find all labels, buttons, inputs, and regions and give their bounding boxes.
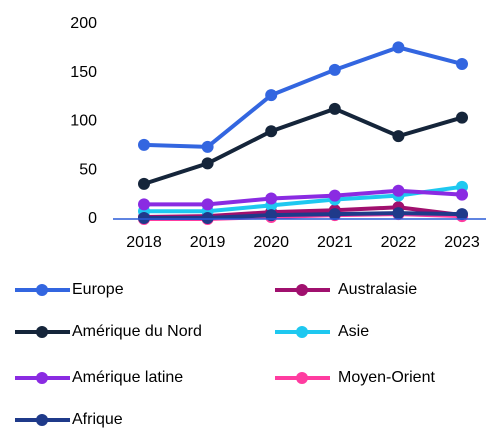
point: [328, 63, 341, 76]
point: [392, 41, 405, 54]
legend-label: Amérique latine: [72, 369, 183, 386]
legend-label: Europe: [72, 281, 124, 298]
point: [138, 212, 150, 225]
legend-marker: [36, 326, 48, 338]
point: [456, 208, 468, 221]
x-tick-label: 2023: [444, 234, 480, 251]
point: [265, 125, 278, 138]
point: [201, 140, 214, 153]
point: [201, 198, 214, 211]
legend-label: Amérique du Nord: [72, 323, 202, 340]
x-tick-label: 2022: [381, 234, 417, 251]
point: [201, 212, 214, 225]
legend-marker: [36, 284, 48, 296]
point: [456, 111, 468, 124]
y-tick-label: 100: [70, 113, 97, 130]
point: [201, 157, 214, 170]
legend-label: Asie: [338, 323, 369, 340]
y-tick-label: 50: [79, 161, 97, 178]
legend-marker: [36, 414, 48, 426]
series-line: [144, 188, 463, 207]
y-tick-label: 200: [70, 15, 97, 32]
point: [328, 102, 341, 115]
point: [392, 207, 405, 220]
x-tick-label: 2020: [253, 234, 289, 251]
legend-marker: [296, 326, 308, 338]
legend-marker: [296, 284, 308, 296]
series-line: [143, 45, 463, 149]
y-tick-label: 150: [70, 64, 97, 81]
point: [392, 184, 405, 197]
point: [328, 208, 341, 221]
legend-label: Moyen-Orient: [338, 369, 435, 386]
point: [392, 130, 405, 143]
point: [265, 89, 278, 102]
point: [265, 192, 278, 205]
series-line: [143, 106, 463, 186]
legend-marker: [36, 372, 48, 384]
point: [456, 188, 468, 201]
legend-marker: [296, 372, 308, 384]
series-line: [144, 211, 463, 221]
point: [138, 177, 150, 190]
series-line: [144, 184, 463, 214]
point: [265, 209, 278, 222]
legend-label: Afrique: [72, 411, 123, 428]
x-tick-label: 2018: [126, 234, 162, 251]
point: [328, 189, 341, 202]
x-tick-label: 2019: [190, 234, 226, 251]
x-tick-label: 2021: [317, 234, 353, 251]
point: [138, 198, 150, 211]
point: [456, 57, 468, 70]
y-tick-label: 0: [88, 210, 97, 227]
legend-label: Australasie: [338, 281, 417, 298]
point: [138, 138, 150, 151]
